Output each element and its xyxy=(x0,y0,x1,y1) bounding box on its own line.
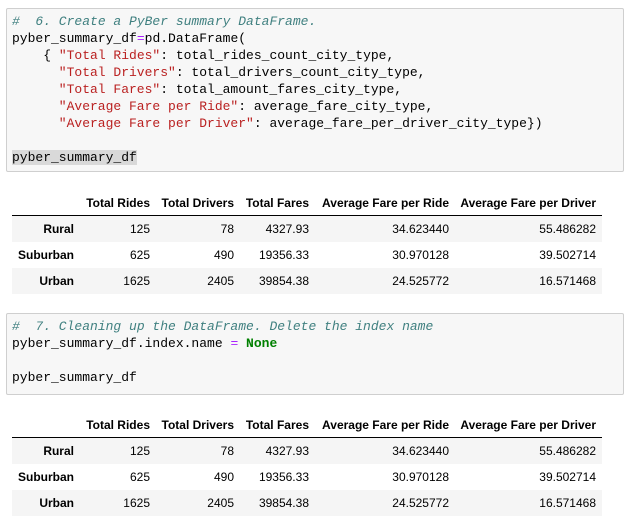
table-row: Suburban 625 490 19356.33 30.970128 39.502714 xyxy=(12,242,602,268)
cell: 39.502714 xyxy=(539,470,596,484)
table-row: Urban 1625 2405 39854.38 24.525772 16.571468 xyxy=(12,490,602,516)
code-line: pyber_summary_df xyxy=(12,369,623,386)
cell: 34.623440 xyxy=(392,444,449,458)
cell: 490 xyxy=(213,470,234,484)
code-cell[interactable]: # 6. Create a PyBer summary DataFrame. p… xyxy=(6,8,624,172)
cell: 39854.38 xyxy=(258,496,309,510)
cell: 39.502714 xyxy=(539,248,596,262)
string: "Total Drivers" xyxy=(58,65,176,80)
code-line: "Total Fares": total_amount_fares_city_t… xyxy=(12,81,623,98)
table-row: Rural 125 78 4327.93 34.623440 55.486282 xyxy=(12,437,602,464)
cell: 19356.33 xyxy=(258,470,309,484)
cell: 24.525772 xyxy=(392,274,449,288)
index-header xyxy=(12,190,80,216)
code: { xyxy=(43,48,59,63)
code-line: pyber_summary_df.index.name = None xyxy=(12,335,623,352)
row-label: Suburban xyxy=(18,248,74,262)
header-row: Total Rides Total Drivers Total Fares Avera… xyxy=(12,190,602,216)
header-row: Total Rides Total Drivers Total Fares Avera… xyxy=(12,412,602,438)
code-cell[interactable]: # 7. Cleaning up the DataFrame. Delete t… xyxy=(6,313,624,395)
table-row: Urban 1625 2405 39854.38 24.525772 16.571468 xyxy=(12,268,602,294)
code-line: # 6. Create a PyBer summary DataFrame. xyxy=(12,13,623,30)
column-header: Total Drivers xyxy=(156,412,240,438)
table-row: Rural 125 78 4327.93 34.623440 55.486282 xyxy=(12,215,602,242)
keyword: None xyxy=(246,336,278,351)
operator: = xyxy=(136,31,145,46)
cell: 2405 xyxy=(207,274,234,288)
cell: 2405 xyxy=(207,496,234,510)
code: pyber_summary_df xyxy=(12,370,137,385)
cell: 16.571468 xyxy=(539,496,596,510)
code: pyber_summary_df xyxy=(12,150,137,165)
string: "Total Rides" xyxy=(58,48,161,63)
column-header: Total Rides xyxy=(80,190,156,216)
comment: # 6. Create a PyBer summary DataFrame. xyxy=(12,14,317,29)
column-header: Total Fares xyxy=(240,190,315,216)
index-header xyxy=(12,412,80,438)
code-line: "Average Fare per Ride": average_fare_ci… xyxy=(12,98,623,115)
cell: 55.486282 xyxy=(539,222,596,236)
string: "Average Fare per Ride" xyxy=(58,99,239,114)
string: "Total Fares" xyxy=(58,82,161,97)
string: "Average Fare per Driver" xyxy=(58,116,254,131)
table-body: Rural 125 78 4327.93 34.623440 55.486282 Subur… xyxy=(12,215,602,294)
dataframe-table: Total Rides Total Drivers Total Fares Avera… xyxy=(12,412,602,516)
cell: 1625 xyxy=(123,496,150,510)
row-label: Rural xyxy=(43,444,74,458)
row-label: Urban xyxy=(39,496,74,510)
cell: 4327.93 xyxy=(265,444,309,458)
row-label: Urban xyxy=(39,274,74,288)
code: pd.DataFrame( xyxy=(144,31,247,46)
dataframe-table: Total Rides Total Drivers Total Fares Avera… xyxy=(12,190,602,294)
cell: 78 xyxy=(220,222,234,236)
column-header: Total Rides xyxy=(80,412,156,438)
cell: 78 xyxy=(220,444,234,458)
cell: 16.571468 xyxy=(539,274,596,288)
code: : total_rides_count_city_type, xyxy=(160,48,395,63)
cell: 19356.33 xyxy=(258,248,309,262)
code: : average_fare_city_type, xyxy=(238,99,434,114)
cell: 55.486282 xyxy=(539,444,596,458)
cell: 490 xyxy=(213,248,234,262)
code-line: "Average Fare per Driver": average_fare_… xyxy=(12,115,623,132)
code: : total_amount_fares_city_type, xyxy=(160,82,403,97)
cell: 625 xyxy=(129,470,150,484)
code-line: { "Total Rides": total_rides_count_city_… xyxy=(12,47,623,64)
cell: 1625 xyxy=(123,274,150,288)
column-header: Total Fares xyxy=(240,412,315,438)
comment: # 7. Cleaning up the DataFrame. Delete t… xyxy=(12,319,434,334)
code-line: pyber_summary_df=pd.DataFrame( xyxy=(12,30,623,47)
column-header: Average Fare per Ride xyxy=(315,412,455,438)
cell: 125 xyxy=(129,222,150,236)
column-header: Average Fare per Driver xyxy=(455,412,602,438)
table-body: Rural 125 78 4327.93 34.623440 55.486282 Subur… xyxy=(12,437,602,516)
row-label: Suburban xyxy=(18,470,74,484)
row-label: Rural xyxy=(43,222,74,236)
column-header: Average Fare per Ride xyxy=(315,190,455,216)
column-header: Total Drivers xyxy=(156,190,240,216)
column-header: Average Fare per Driver xyxy=(455,190,602,216)
cell: 30.970128 xyxy=(392,248,449,262)
code: pyber_summary_df xyxy=(12,31,137,46)
cell: 24.525772 xyxy=(392,496,449,510)
cell: 30.970128 xyxy=(392,470,449,484)
operator: = xyxy=(230,336,239,351)
table-header: Total Rides Total Drivers Total Fares Avera… xyxy=(12,412,602,438)
cell: 125 xyxy=(129,444,150,458)
code: pyber_summary_df.index.name xyxy=(12,336,231,351)
table-row: Suburban 625 490 19356.33 30.970128 39.502714 xyxy=(12,464,602,490)
cell: 39854.38 xyxy=(258,274,309,288)
table-header: Total Rides Total Drivers Total Fares Avera… xyxy=(12,190,602,216)
cell: 625 xyxy=(129,248,150,262)
cell: 34.623440 xyxy=(392,222,449,236)
code: : average_fare_per_driver_city_type}) xyxy=(253,116,543,131)
code-line: pyber_summary_df xyxy=(12,149,623,166)
code-line: # 7. Cleaning up the DataFrame. Delete t… xyxy=(12,318,623,335)
code-line: "Total Drivers": total_drivers_count_cit… xyxy=(12,64,623,81)
cell: 4327.93 xyxy=(265,222,309,236)
code: : total_drivers_count_city_type, xyxy=(175,65,426,80)
